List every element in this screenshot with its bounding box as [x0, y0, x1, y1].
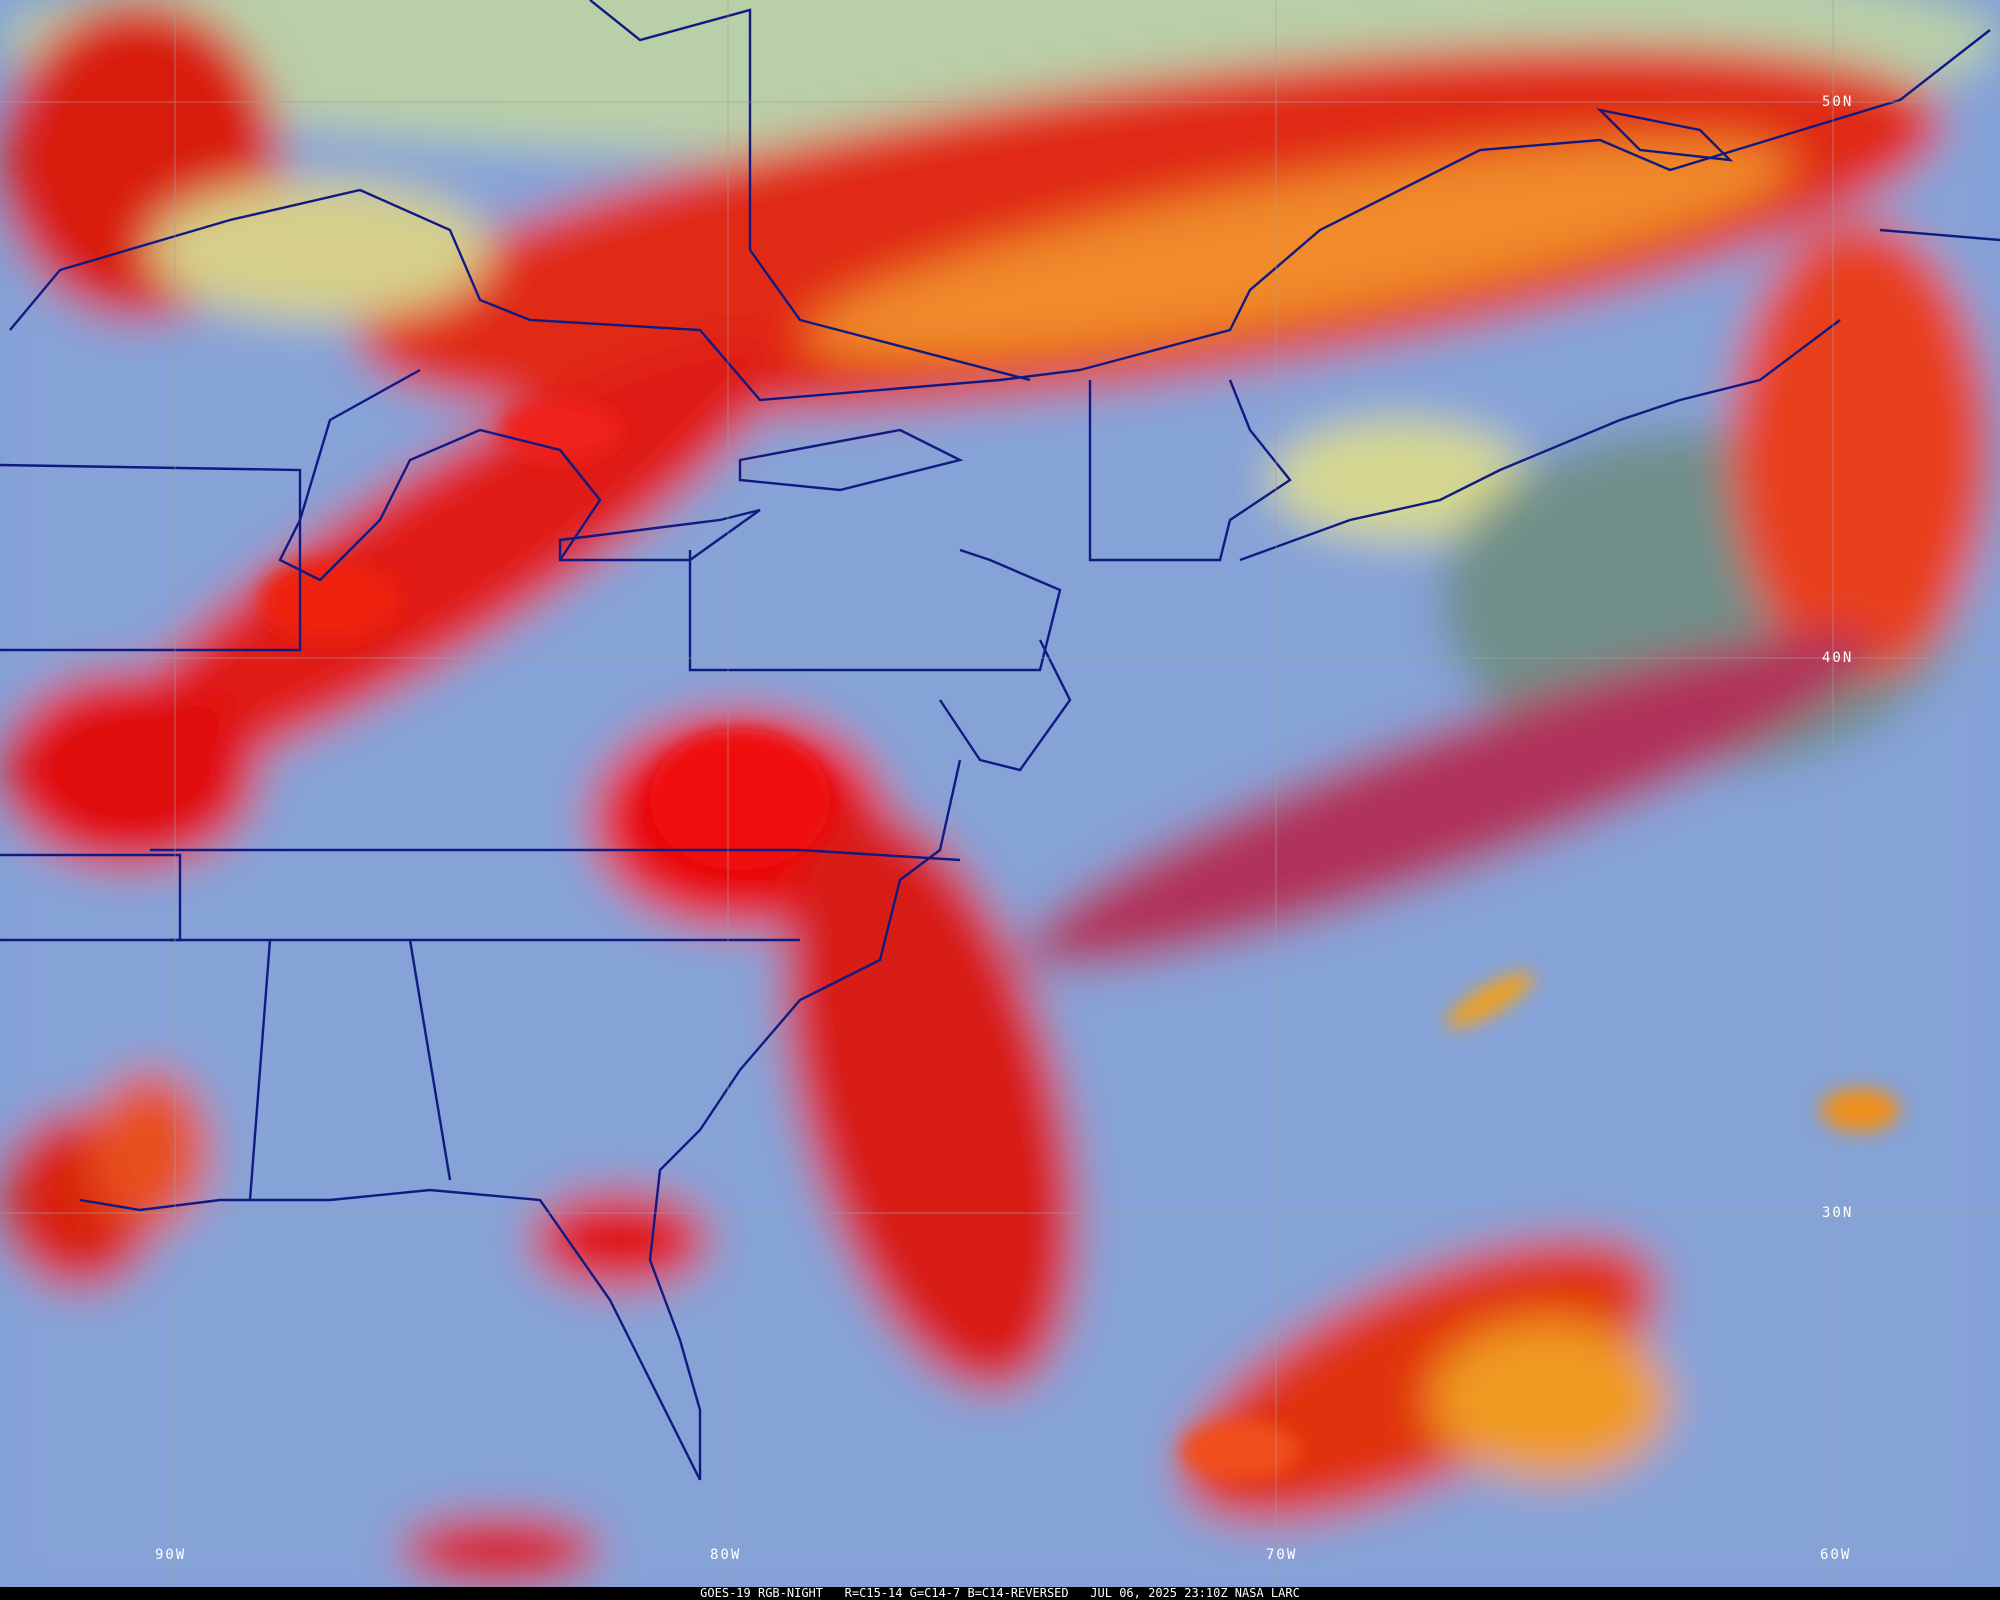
- longitude-label-70w: 70W: [1266, 1547, 1298, 1563]
- coastlines-and-borders: [0, 0, 2000, 1481]
- cloud-detail: [260, 400, 1900, 1480]
- latitude-label-50n: 50N: [1822, 94, 1854, 110]
- longitude-label-80w: 80W: [710, 1547, 742, 1563]
- latitude-label-30n: 30N: [1822, 1205, 1854, 1221]
- image-caption: GOES-19 RGB-NIGHT R=C15-14 G=C14-7 B=C14…: [0, 1587, 2000, 1600]
- longitude-label-60w: 60W: [1820, 1547, 1852, 1563]
- latitude-label-40n: 40N: [1822, 650, 1854, 666]
- longitude-label-90w: 90W: [155, 1547, 187, 1563]
